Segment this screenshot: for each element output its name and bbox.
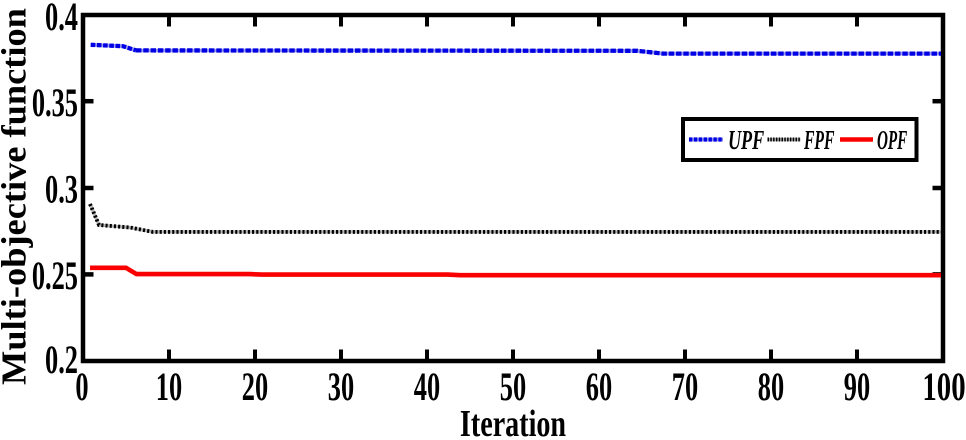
svg-text:0.3: 0.3 — [45, 168, 78, 212]
svg-text:Iteration: Iteration — [460, 403, 566, 440]
svg-text:70: 70 — [672, 366, 698, 410]
svg-text:UPF: UPF — [728, 125, 764, 154]
svg-text:0.2: 0.2 — [45, 339, 78, 383]
svg-text:0.25: 0.25 — [32, 255, 78, 299]
svg-text:20: 20 — [242, 366, 268, 410]
svg-text:40: 40 — [414, 366, 440, 410]
svg-text:Multi-objective function: Multi-objective function — [0, 8, 33, 385]
svg-text:100: 100 — [922, 364, 965, 409]
svg-text:0: 0 — [75, 366, 88, 410]
svg-text:0.4: 0.4 — [45, 0, 78, 39]
svg-text:FPF: FPF — [803, 124, 834, 155]
svg-text:80: 80 — [758, 366, 784, 410]
svg-text:90: 90 — [844, 366, 870, 410]
svg-text:30: 30 — [328, 366, 354, 410]
svg-text:50: 50 — [500, 366, 526, 410]
svg-text:0.35: 0.35 — [32, 82, 78, 126]
svg-text:60: 60 — [586, 366, 612, 410]
svg-text:OPF: OPF — [877, 125, 908, 155]
svg-text:10: 10 — [156, 366, 182, 410]
